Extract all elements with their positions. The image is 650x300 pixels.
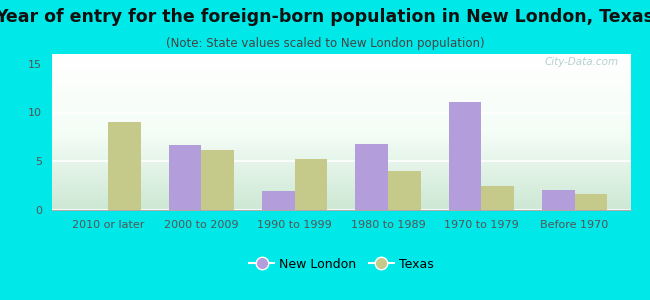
Bar	[448, 102, 481, 210]
Bar	[575, 194, 607, 210]
Bar	[356, 144, 388, 210]
Bar	[481, 186, 514, 210]
Text: City-Data.com: City-Data.com	[545, 57, 619, 67]
Text: Year of entry for the foreign-born population in New London, Texas: Year of entry for the foreign-born popul…	[0, 8, 650, 26]
Bar	[294, 159, 327, 210]
Bar	[542, 190, 575, 210]
Bar	[108, 122, 140, 210]
Legend: New London, Texas: New London, Texas	[244, 253, 439, 275]
Bar	[262, 190, 294, 210]
Text: (Note: State values scaled to New London population): (Note: State values scaled to New London…	[166, 38, 484, 50]
Bar	[202, 150, 234, 210]
Bar	[388, 171, 421, 210]
Bar	[168, 145, 202, 210]
